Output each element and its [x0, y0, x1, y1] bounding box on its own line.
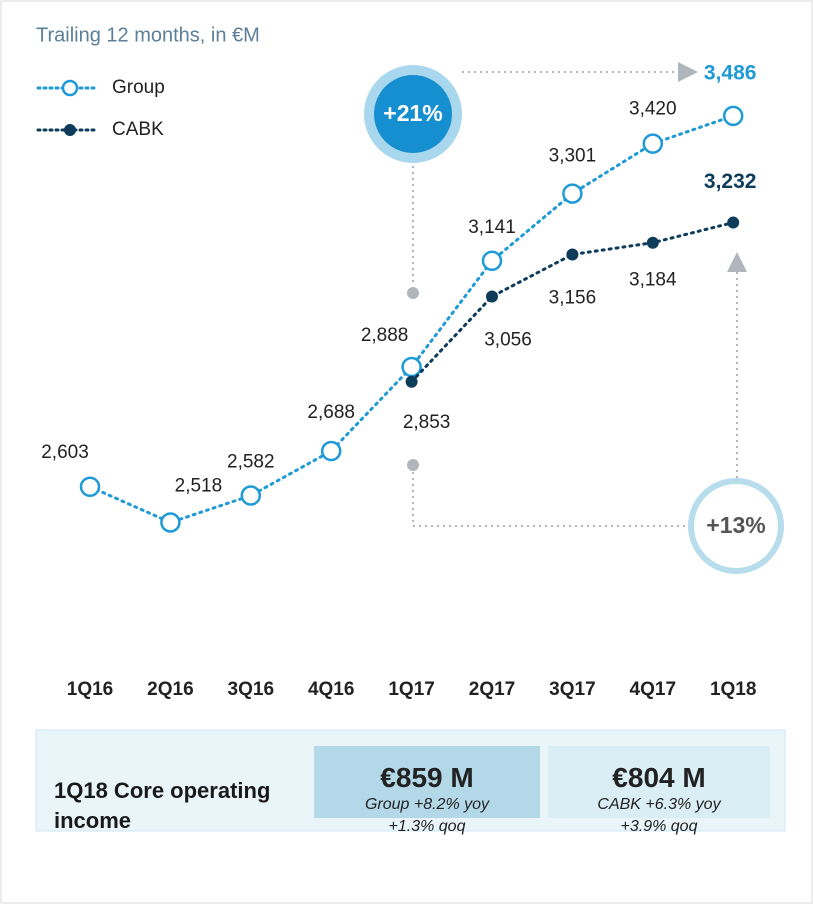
point	[727, 216, 740, 229]
data-label: 2,688	[307, 402, 355, 423]
x-tick-label: 2Q17	[469, 679, 515, 700]
x-tick-label: 3Q16	[228, 679, 274, 700]
legend-label: Group	[112, 77, 165, 98]
data-label: 3,301	[549, 146, 597, 167]
data-label: 3,156	[549, 287, 597, 308]
x-tick-label: 1Q16	[67, 679, 113, 700]
summary-value: €804 M	[612, 762, 706, 793]
x-tick-label: 2Q16	[147, 679, 193, 700]
x-tick-label: 4Q16	[308, 679, 354, 700]
data-label: 3,232	[704, 170, 757, 193]
badge	[688, 478, 784, 574]
point	[642, 133, 664, 154]
legend-marker	[64, 124, 76, 136]
legend-marker	[61, 79, 79, 97]
data-label: 2,603	[41, 442, 89, 463]
point	[240, 485, 262, 506]
summary-value: €859 M	[380, 762, 474, 793]
chart-title: Trailing 12 months, in €M	[36, 24, 260, 46]
point	[320, 440, 342, 462]
point	[566, 248, 579, 261]
x-tick-label: 3Q17	[549, 679, 595, 700]
badge	[374, 75, 452, 153]
summary-line: +1.3% qoq	[388, 818, 466, 835]
x-tick-label: 1Q17	[388, 679, 434, 700]
summary-line: +3.9% qoq	[620, 818, 698, 835]
data-label: 3,486	[704, 61, 757, 84]
point	[646, 236, 659, 249]
series-line	[410, 221, 735, 384]
point	[160, 512, 181, 533]
data-label: 3,056	[484, 329, 532, 350]
x-tick-label: 1Q18	[710, 679, 756, 700]
point	[486, 290, 498, 303]
data-label: 3,420	[629, 99, 677, 120]
connectors	[412, 62, 747, 527]
summary-box	[314, 746, 540, 818]
annotation: +21%	[383, 100, 442, 126]
summary-box-text: €804 M CABK +6.3% yoy +3.9% qoq	[548, 752, 770, 838]
data-label: 2,853	[403, 412, 451, 433]
legend-label: CABK	[112, 119, 164, 140]
data-label: 3,184	[629, 270, 677, 291]
point	[562, 183, 583, 204]
summary-title: 1Q18 Core operating income	[54, 778, 271, 833]
data-label: 2,518	[175, 475, 223, 496]
summary-box-text: €859 M Group +8.2% yoy +1.3% qoq	[314, 752, 540, 838]
connector-dot	[407, 459, 419, 471]
data-label: 2,888	[361, 325, 409, 346]
point	[481, 250, 503, 272]
point	[405, 375, 418, 388]
data-label: 2,582	[227, 452, 275, 473]
point	[401, 356, 422, 378]
summary-box	[548, 746, 770, 818]
connector-dot	[407, 287, 419, 299]
point	[722, 105, 744, 127]
summary-line: CABK +6.3% yoy	[597, 796, 721, 813]
data-label: 3,141	[468, 217, 516, 238]
x-tick-label: 4Q17	[630, 679, 676, 700]
summary-line: Group +8.2% yoy	[364, 796, 490, 813]
point	[79, 476, 101, 497]
annotation: +13%	[706, 512, 765, 538]
